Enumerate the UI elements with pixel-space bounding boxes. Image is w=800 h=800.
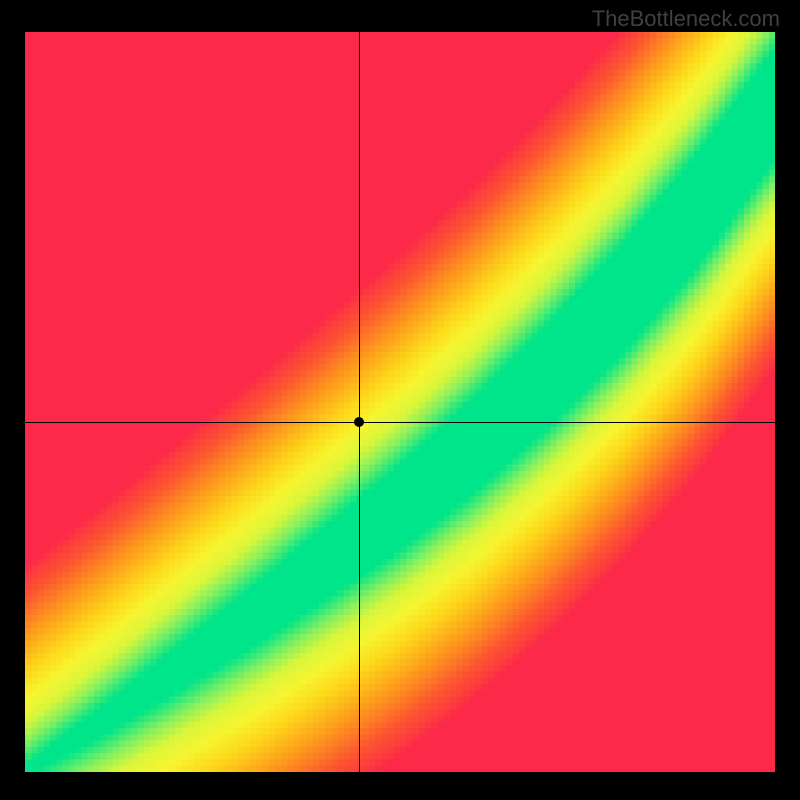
plot-area bbox=[25, 32, 775, 772]
watermark-label: TheBottleneck.com bbox=[592, 6, 780, 32]
crosshair-horizontal bbox=[25, 422, 775, 423]
crosshair-marker bbox=[354, 417, 364, 427]
crosshair-vertical bbox=[359, 32, 360, 772]
heatmap-canvas bbox=[25, 32, 775, 772]
chart-container: TheBottleneck.com bbox=[0, 0, 800, 800]
